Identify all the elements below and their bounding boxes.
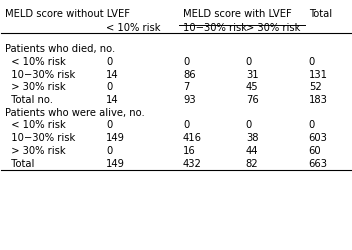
Text: 93: 93 (183, 95, 196, 105)
Text: 0: 0 (106, 120, 112, 130)
Text: 0: 0 (246, 57, 252, 67)
Text: 0: 0 (246, 120, 252, 130)
Text: 131: 131 (309, 70, 328, 80)
Text: Total no.: Total no. (5, 95, 53, 105)
Text: 149: 149 (106, 133, 125, 143)
Text: 183: 183 (309, 95, 328, 105)
Text: MELD score with LVEF: MELD score with LVEF (183, 9, 292, 19)
Text: 603: 603 (309, 133, 328, 143)
Text: 0: 0 (106, 57, 112, 67)
Text: 432: 432 (183, 158, 202, 168)
Text: 10−30% risk: 10−30% risk (5, 70, 75, 80)
Text: 14: 14 (106, 95, 119, 105)
Text: Total: Total (309, 9, 332, 19)
Text: 10−30% risk: 10−30% risk (183, 23, 247, 33)
Text: < 10% risk: < 10% risk (5, 57, 65, 67)
Text: Patients who died, no.: Patients who died, no. (5, 44, 115, 54)
Text: 0: 0 (106, 146, 112, 156)
Text: 14: 14 (106, 70, 119, 80)
Text: 663: 663 (309, 158, 328, 168)
Text: 416: 416 (183, 133, 202, 143)
Text: 7: 7 (183, 82, 189, 92)
Text: Patients who were alive, no.: Patients who were alive, no. (5, 108, 145, 118)
Text: > 30% risk: > 30% risk (5, 146, 65, 156)
Text: 60: 60 (309, 146, 321, 156)
Text: 45: 45 (246, 82, 258, 92)
Text: > 30% risk: > 30% risk (246, 23, 300, 33)
Text: 0: 0 (183, 120, 189, 130)
Text: 82: 82 (246, 158, 258, 168)
Text: Total: Total (5, 158, 34, 168)
Text: 0: 0 (106, 82, 112, 92)
Text: 52: 52 (309, 82, 321, 92)
Text: 0: 0 (309, 57, 315, 67)
Text: 86: 86 (183, 70, 196, 80)
Text: 16: 16 (183, 146, 196, 156)
Text: < 10% risk: < 10% risk (106, 23, 161, 33)
Text: MELD score without LVEF: MELD score without LVEF (5, 9, 130, 19)
Text: > 30% risk: > 30% risk (5, 82, 65, 92)
Text: 38: 38 (246, 133, 258, 143)
Text: 76: 76 (246, 95, 259, 105)
Text: 149: 149 (106, 158, 125, 168)
Text: 44: 44 (246, 146, 258, 156)
Text: 10−30% risk: 10−30% risk (5, 133, 75, 143)
Text: 31: 31 (246, 70, 258, 80)
Text: 0: 0 (183, 57, 189, 67)
Text: 0: 0 (309, 120, 315, 130)
Text: < 10% risk: < 10% risk (5, 120, 65, 130)
